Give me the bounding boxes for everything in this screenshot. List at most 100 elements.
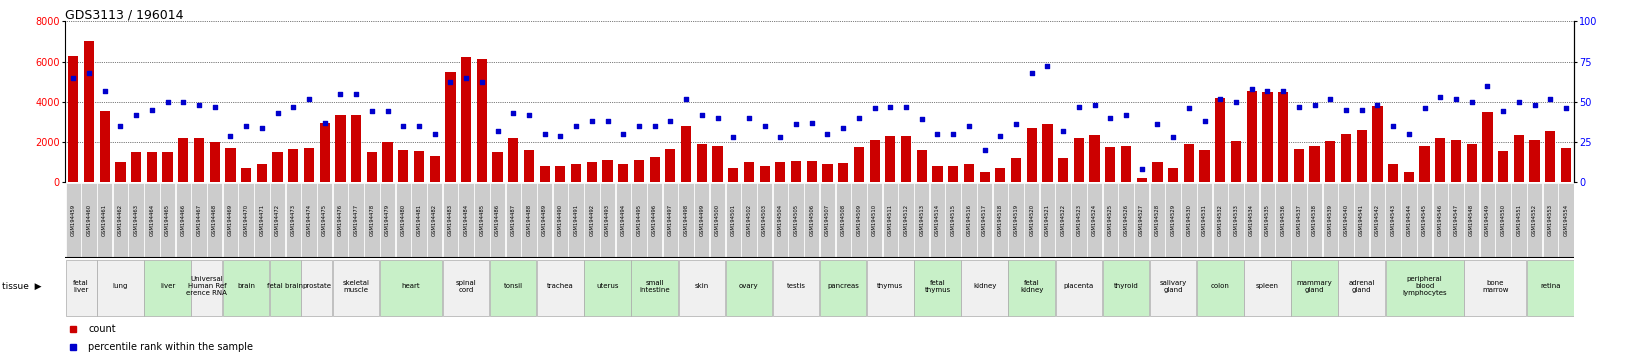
Bar — [1042, 124, 1052, 182]
Text: GSM194502: GSM194502 — [746, 204, 751, 236]
FancyBboxPatch shape — [946, 183, 960, 258]
Bar — [1216, 98, 1225, 182]
FancyBboxPatch shape — [1495, 183, 1510, 258]
Text: fetal
kidney: fetal kidney — [1021, 280, 1044, 293]
Text: GSM194504: GSM194504 — [777, 204, 784, 236]
Bar — [587, 162, 597, 182]
Point — [1286, 104, 1312, 109]
Point — [1364, 102, 1391, 108]
Text: GSM194521: GSM194521 — [1045, 204, 1050, 236]
Bar — [949, 166, 959, 182]
FancyBboxPatch shape — [867, 183, 882, 258]
Bar — [209, 142, 219, 182]
Bar — [1247, 91, 1256, 182]
Bar — [744, 162, 754, 182]
Point — [311, 120, 337, 126]
Bar — [540, 166, 550, 182]
Point — [736, 115, 762, 121]
Point — [1333, 107, 1360, 113]
Text: GSM194484: GSM194484 — [463, 204, 468, 236]
Text: GSM194523: GSM194523 — [1076, 204, 1081, 236]
Text: GSM194486: GSM194486 — [496, 204, 501, 236]
Bar — [618, 164, 628, 182]
Point — [1427, 94, 1453, 100]
FancyBboxPatch shape — [1165, 183, 1181, 258]
Text: GSM194494: GSM194494 — [620, 204, 625, 236]
Text: GSM194503: GSM194503 — [762, 204, 767, 236]
Point — [1238, 86, 1265, 92]
Text: GSM194481: GSM194481 — [417, 204, 422, 236]
FancyBboxPatch shape — [1072, 183, 1086, 258]
Text: GSM194475: GSM194475 — [322, 204, 327, 236]
Text: GSM194519: GSM194519 — [1014, 204, 1019, 236]
Bar — [759, 166, 771, 182]
Text: GSM194466: GSM194466 — [182, 204, 187, 236]
Point — [187, 102, 213, 108]
Bar — [1499, 151, 1508, 182]
FancyBboxPatch shape — [726, 259, 772, 316]
Point — [75, 70, 101, 76]
FancyBboxPatch shape — [1417, 183, 1432, 258]
Text: GSM194545: GSM194545 — [1422, 204, 1427, 236]
Point — [1521, 102, 1548, 108]
FancyBboxPatch shape — [929, 183, 946, 258]
Bar — [1137, 178, 1147, 182]
Text: GSM194552: GSM194552 — [1531, 204, 1538, 236]
Text: GSM194518: GSM194518 — [998, 204, 1003, 236]
Point — [1050, 128, 1076, 133]
Text: GSM194489: GSM194489 — [542, 204, 546, 236]
Point — [815, 131, 841, 137]
Text: retina: retina — [1539, 284, 1561, 290]
FancyBboxPatch shape — [772, 183, 789, 258]
Text: GSM194480: GSM194480 — [401, 204, 406, 236]
Text: GSM194522: GSM194522 — [1060, 204, 1065, 236]
Point — [453, 75, 479, 80]
FancyBboxPatch shape — [1557, 183, 1574, 258]
FancyBboxPatch shape — [1243, 183, 1260, 258]
Bar — [1106, 147, 1116, 182]
FancyBboxPatch shape — [1229, 183, 1243, 258]
Text: GSM194459: GSM194459 — [70, 204, 75, 236]
Text: GSM194554: GSM194554 — [1564, 204, 1569, 236]
FancyBboxPatch shape — [191, 183, 206, 258]
Point — [1538, 96, 1564, 101]
FancyBboxPatch shape — [741, 183, 756, 258]
Text: GSM194487: GSM194487 — [510, 204, 515, 236]
Text: GSM194536: GSM194536 — [1281, 204, 1286, 236]
Text: adrenal
gland: adrenal gland — [1348, 280, 1374, 293]
Bar — [681, 126, 690, 182]
FancyBboxPatch shape — [1008, 183, 1024, 258]
FancyBboxPatch shape — [332, 259, 380, 316]
Bar — [775, 162, 785, 182]
Bar — [901, 136, 911, 182]
Point — [1490, 109, 1517, 114]
FancyBboxPatch shape — [301, 183, 317, 258]
Text: GSM194549: GSM194549 — [1485, 204, 1490, 236]
FancyBboxPatch shape — [1119, 183, 1134, 258]
FancyBboxPatch shape — [757, 183, 772, 258]
FancyBboxPatch shape — [129, 183, 144, 258]
FancyBboxPatch shape — [380, 259, 442, 316]
FancyBboxPatch shape — [489, 183, 506, 258]
FancyBboxPatch shape — [191, 259, 222, 316]
Bar — [1278, 92, 1288, 182]
FancyBboxPatch shape — [1338, 183, 1353, 258]
Point — [594, 118, 620, 124]
FancyBboxPatch shape — [1008, 259, 1055, 316]
Bar — [492, 152, 502, 182]
Point — [1381, 123, 1407, 129]
Text: spinal
cord: spinal cord — [456, 280, 476, 293]
Text: trachea: trachea — [546, 284, 574, 290]
Bar — [964, 164, 973, 182]
Bar — [1544, 131, 1556, 182]
Bar — [69, 57, 79, 182]
Text: GSM194525: GSM194525 — [1108, 204, 1112, 236]
FancyBboxPatch shape — [522, 183, 537, 258]
Point — [987, 133, 1013, 138]
Text: GSM194550: GSM194550 — [1500, 204, 1505, 236]
Bar — [1011, 158, 1021, 182]
FancyBboxPatch shape — [1400, 183, 1417, 258]
FancyBboxPatch shape — [962, 183, 977, 258]
Text: GSM194539: GSM194539 — [1328, 204, 1333, 236]
Bar — [1152, 162, 1163, 182]
